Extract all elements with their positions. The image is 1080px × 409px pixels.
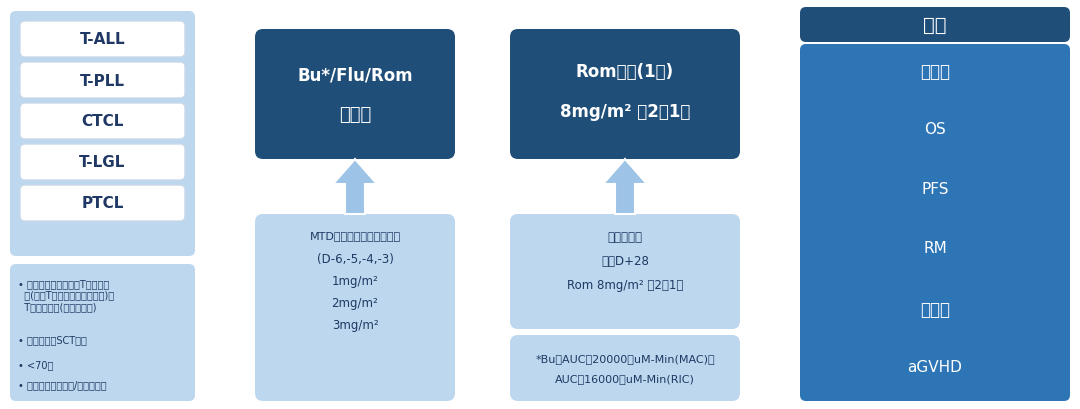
Text: 8mg/m² 每2周1次: 8mg/m² 每2周1次 xyxy=(559,103,690,121)
FancyBboxPatch shape xyxy=(21,145,185,180)
Text: PTCL: PTCL xyxy=(81,196,124,211)
Text: MTD：预治疗阶段剂量递增: MTD：预治疗阶段剂量递增 xyxy=(310,230,401,240)
FancyBboxPatch shape xyxy=(510,335,740,401)
Polygon shape xyxy=(603,160,647,214)
FancyBboxPatch shape xyxy=(21,186,185,221)
Text: aGVHD: aGVHD xyxy=(907,360,962,374)
Text: T-ALL: T-ALL xyxy=(80,32,125,47)
Text: T-LGL: T-LGL xyxy=(79,155,125,170)
Text: • 具有匹配同胞供体/非血缘供体: • 具有匹配同胞供体/非血缘供体 xyxy=(18,379,107,389)
Text: (D-6,-5,-4,-3): (D-6,-5,-4,-3) xyxy=(316,252,393,265)
Text: 3mg/m²: 3mg/m² xyxy=(332,318,378,331)
Text: 复发率: 复发率 xyxy=(920,300,950,318)
FancyBboxPatch shape xyxy=(800,45,1070,401)
FancyBboxPatch shape xyxy=(255,214,455,401)
Polygon shape xyxy=(333,160,377,214)
FancyBboxPatch shape xyxy=(21,63,185,99)
Text: 结果: 结果 xyxy=(923,16,947,35)
Text: 1mg/m²: 1mg/m² xyxy=(332,274,378,287)
FancyBboxPatch shape xyxy=(510,30,740,160)
Text: T-PLL: T-PLL xyxy=(80,73,125,88)
FancyBboxPatch shape xyxy=(10,12,195,256)
Text: AUC，16000，uM-Min(RIC): AUC，16000，uM-Min(RIC) xyxy=(555,373,694,383)
FancyBboxPatch shape xyxy=(21,22,185,58)
FancyBboxPatch shape xyxy=(255,30,455,160)
Text: *Bu，AUC，20000，uM-Min(MAC)或: *Bu，AUC，20000，uM-Min(MAC)或 xyxy=(536,353,715,363)
Text: • 至少达到部分缓解的T细胞白血
  病(包括T急性淋巴细胞白血病)或
  T细胞淋巴瘤(皮肤或外周): • 至少达到部分缓解的T细胞白血 病(包括T急性淋巴细胞白血病)或 T细胞淋巴瘤… xyxy=(18,278,114,311)
Text: • 需要异基因SCT治疗: • 需要异基因SCT治疗 xyxy=(18,334,86,344)
Text: 预治疗: 预治疗 xyxy=(339,106,372,124)
Text: Bu*/Flu/Rom: Bu*/Flu/Rom xyxy=(297,66,413,84)
FancyBboxPatch shape xyxy=(10,264,195,401)
FancyBboxPatch shape xyxy=(21,104,185,139)
FancyBboxPatch shape xyxy=(800,8,1070,43)
Text: Rom 8mg/m² 每2周1次: Rom 8mg/m² 每2周1次 xyxy=(567,278,684,291)
Text: Rom维持(1年): Rom维持(1年) xyxy=(576,63,674,81)
Text: 维持阶段：: 维持阶段： xyxy=(607,230,643,243)
FancyBboxPatch shape xyxy=(510,214,740,329)
Text: • <70岁: • <70岁 xyxy=(18,359,53,369)
Text: 开始D+28: 开始D+28 xyxy=(602,254,649,267)
Text: RM: RM xyxy=(923,241,947,256)
Text: PFS: PFS xyxy=(921,182,948,196)
Text: OS: OS xyxy=(924,122,946,137)
Text: 2mg/m²: 2mg/m² xyxy=(332,296,378,309)
Text: 安全性: 安全性 xyxy=(920,63,950,81)
Text: CTCL: CTCL xyxy=(81,114,124,129)
